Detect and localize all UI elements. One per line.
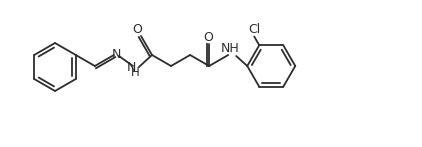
Text: N: N bbox=[112, 47, 122, 61]
Text: H: H bbox=[130, 66, 139, 78]
Text: O: O bbox=[132, 24, 142, 36]
Text: N: N bbox=[126, 61, 135, 74]
Text: NH: NH bbox=[221, 41, 240, 55]
Text: Cl: Cl bbox=[248, 23, 260, 36]
Text: O: O bbox=[203, 30, 213, 44]
